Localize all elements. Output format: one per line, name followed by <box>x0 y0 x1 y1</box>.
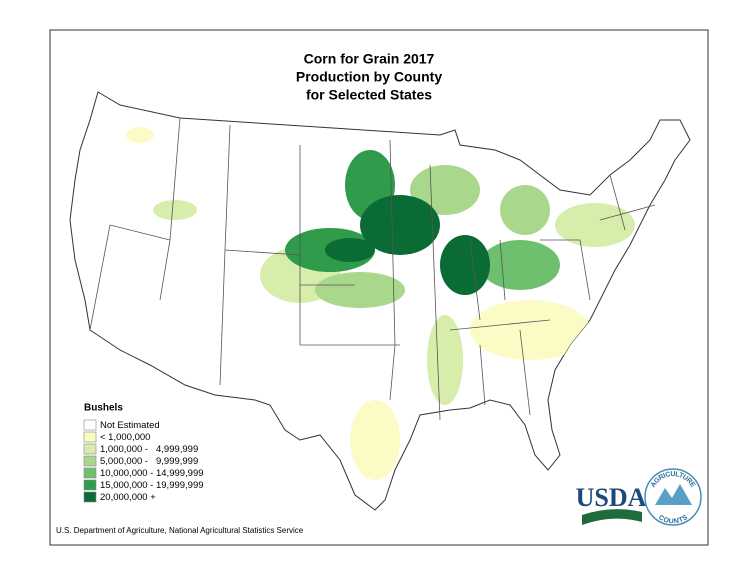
legend-title: Bushels <box>84 403 123 414</box>
legend-label: 5,000,000 - 9,999,999 <box>100 456 198 467</box>
legend-label: 20,000,000 + <box>100 492 156 503</box>
legend-swatch <box>83 455 97 467</box>
area <box>480 240 560 290</box>
area <box>427 315 463 405</box>
logo-swoosh <box>582 509 642 525</box>
legend-label: 1,000,000 - 4,999,999 <box>100 444 198 455</box>
legend-label: 10,000,000 - 14,999,999 <box>100 468 204 479</box>
legend-swatch <box>83 491 97 503</box>
logo-ring-bottom: COUNTS <box>657 514 689 526</box>
usda-logo: USDA AGRICULTURE COUNTS <box>576 468 702 526</box>
title-line: Production by County <box>296 69 442 85</box>
legend-swatch <box>83 419 97 431</box>
area <box>470 300 590 360</box>
area <box>555 203 635 247</box>
title-line: Corn for Grain 2017 <box>304 51 435 67</box>
area <box>360 195 440 255</box>
state-borders <box>89 117 656 421</box>
area <box>500 185 550 235</box>
legend-swatch <box>83 443 97 455</box>
area <box>350 400 400 480</box>
area <box>315 272 405 308</box>
legend-swatch <box>83 431 97 443</box>
legend-label: Not Estimated <box>100 420 160 431</box>
legend: Bushels Not Estimated< 1,000,0001,000,00… <box>83 403 204 503</box>
logo-text: USDA <box>576 483 647 512</box>
us-map <box>69 91 691 511</box>
legend-label: 15,000,000 - 19,999,999 <box>100 480 204 491</box>
production-areas <box>126 127 635 480</box>
logo-ring-bottom-text: COUNTS <box>657 514 689 526</box>
legend-swatch <box>83 467 97 479</box>
title-line: for Selected States <box>306 87 432 103</box>
legend-swatch <box>83 479 97 491</box>
legend-label: < 1,000,000 <box>100 432 150 443</box>
area <box>410 165 480 215</box>
source-note: U.S. Department of Agriculture, National… <box>56 526 304 535</box>
area <box>440 235 490 295</box>
area <box>126 127 154 143</box>
logo-icon <box>655 484 692 505</box>
area <box>153 200 197 220</box>
area <box>325 238 375 262</box>
